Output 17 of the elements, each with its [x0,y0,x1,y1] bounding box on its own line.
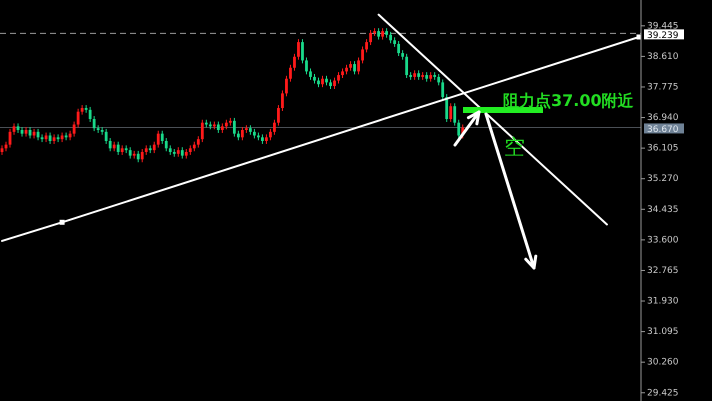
y-tick-label: 32.765 [647,266,678,276]
y-tick-label: 30.260 [647,358,679,368]
annotation: 阻力点37.00附近 [503,91,635,110]
y-tick-label: 36.940 [647,113,679,124]
y-tick-label: 35.270 [647,174,679,184]
y-tick-label: 33.600 [647,235,679,246]
y-tick-label: 31.930 [647,296,679,307]
y-tick-label: 31.095 [647,327,678,338]
ref-line-label: 36.670 [647,124,679,135]
y-tick-label: 36.105 [647,144,678,154]
y-tick-label: 38.610 [647,52,679,62]
y-tick-label: 34.435 [647,204,678,215]
ref-line-label: 39.239 [647,30,679,41]
y-tick-label: 29.425 [647,388,678,398]
annotation: 空 [504,135,525,159]
y-tick-label: 37.775 [647,82,678,92]
y-tick-label: 39.445 [647,21,678,32]
